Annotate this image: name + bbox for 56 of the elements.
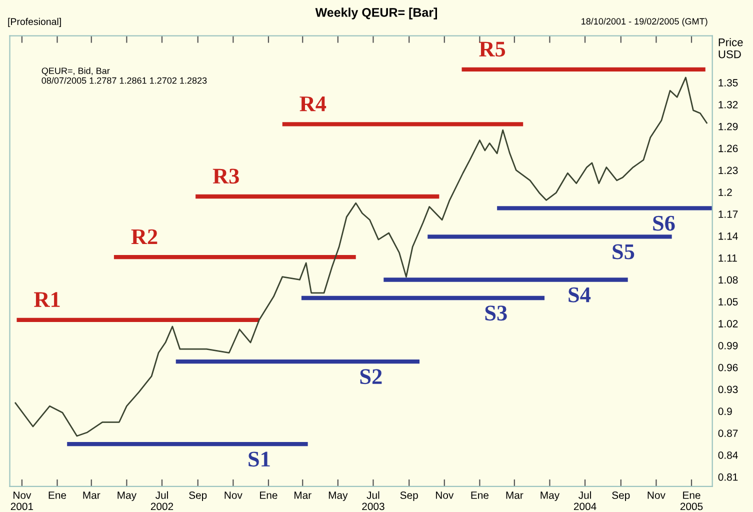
x-tick-label: Ene 2005	[680, 492, 703, 510]
series-label: R1	[34, 292, 60, 307]
y-tick-label: 0.9	[718, 408, 732, 416]
x-tick-label: Nov	[648, 492, 666, 499]
x-tick-label: Ene	[260, 492, 278, 499]
x-tick-label: Jul 2003	[362, 491, 384, 510]
y-tick-label: 0.96	[718, 364, 738, 372]
x-tick-label: Mar	[506, 492, 524, 499]
y-tick-label: 1.35	[718, 79, 738, 86]
y-tick-label: 1.26	[718, 144, 738, 152]
y-tick-label: 1.11	[718, 254, 737, 262]
y-axis-title: Price USD	[718, 38, 743, 58]
x-tick-label: Mar	[83, 492, 100, 499]
series-label: R4	[300, 96, 326, 112]
series-label: S3	[485, 306, 507, 321]
series-label: S6	[653, 216, 675, 231]
y-tick-label: 0.93	[718, 386, 738, 394]
series-label: S4	[568, 287, 591, 302]
y-tick-label: 0.84	[718, 452, 738, 459]
y-tick-label: 1.08	[718, 276, 738, 284]
series-label: R3	[212, 168, 239, 184]
y-tick-label: 1.23	[718, 166, 738, 174]
x-tick-label: Sep	[189, 492, 207, 501]
y-tick-label: 1.29	[718, 122, 738, 130]
y-tick-label: 0.87	[718, 430, 738, 437]
x-tick-label: Sep	[612, 492, 630, 501]
annotation: QEUR=, Bid, Bar 08/07/2005 1.2787 1.2861 1.2702 1.2823	[42, 67, 207, 84]
series-label: S1	[248, 452, 270, 467]
x-tick-label: Jul 2002	[150, 491, 174, 510]
line-series	[14, 76, 708, 437]
series-label: R5	[479, 42, 506, 57]
y-tick-label: 1.17	[718, 210, 738, 218]
series-label: S5	[612, 244, 634, 260]
x-tick-label: Jul 2004	[574, 491, 596, 510]
chart-title: Weekly QEUR= [Bar]	[315, 8, 437, 20]
y-tick-label: 0.99	[718, 342, 738, 350]
y-tick-label: 1.2	[718, 188, 732, 196]
y-tick-label: 1.05	[718, 298, 738, 306]
x-tick-label: Nov	[224, 492, 242, 499]
y-tick-label: 1.14	[718, 232, 738, 240]
y-tick-label: 0.81	[718, 473, 738, 481]
y-tick-label: 1.02	[718, 320, 738, 328]
y-tick-label: 1.32	[718, 100, 738, 108]
text: 18/10/2001 - 19/02/2005 (GMT)	[582, 18, 708, 26]
x-tick-label: May	[328, 492, 348, 501]
x-tick-label: Nov	[436, 492, 454, 499]
text: [Profesional]	[8, 18, 61, 27]
x-tick-label: Ene	[48, 492, 66, 499]
x-tick-label: May	[118, 492, 137, 501]
x-tick-label: Nov 2001	[10, 492, 34, 510]
series-label: S2	[360, 369, 382, 384]
x-tick-label: May	[540, 492, 560, 501]
series-label: R2	[131, 229, 158, 244]
x-tick-label: Mar	[294, 492, 312, 499]
x-tick-label: Sep	[400, 492, 418, 501]
x-tick-label: Ene	[471, 492, 489, 499]
